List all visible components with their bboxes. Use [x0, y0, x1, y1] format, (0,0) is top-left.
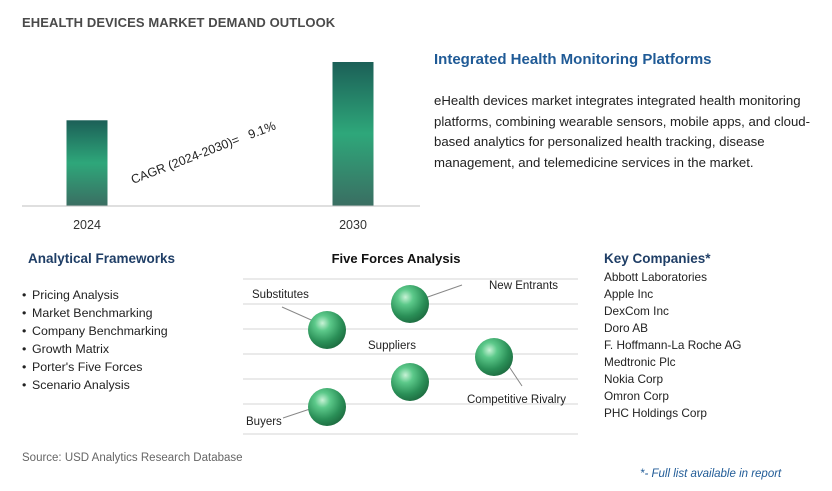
list-item: Apple Inc: [604, 287, 654, 301]
force-sphere-new-entrants: [391, 285, 429, 323]
list-item: Pricing Analysis: [22, 287, 168, 305]
five-forces-diagram: Substitutes New Entrants Suppliers Compe…: [243, 278, 578, 435]
force-label-competitive-rivalry: Competitive Rivalry: [467, 394, 566, 406]
page-title: EHEALTH DEVICES MARKET DEMAND OUTLOOK: [22, 15, 336, 30]
list-item: DexCom Inc: [604, 304, 669, 318]
list-item: Nokia Corp: [604, 372, 664, 386]
list-item: Market Benchmarking: [22, 305, 168, 323]
force-label-buyers: Buyers: [246, 416, 282, 428]
list-item: Growth Matrix: [22, 341, 168, 359]
market-bar-chart: 2024 2030 CAGR (2024-2030)= 9.1%: [22, 62, 420, 232]
list-item: PHC Holdings Corp: [604, 406, 707, 420]
frameworks-title: Analytical Frameworks: [28, 251, 176, 266]
frameworks-list: Pricing Analysis Market Benchmarking Com…: [22, 287, 168, 394]
highlight-description: eHealth devices market integrates integr…: [434, 93, 811, 170]
list-item: Omron Corp: [604, 389, 669, 403]
force-label-new-entrants: New Entrants: [489, 280, 558, 292]
force-label-substitutes: Substitutes: [252, 289, 309, 301]
full-list-note: *- Full list available in report: [640, 468, 782, 480]
companies-list: Abbott Laboratories Apple Inc DexCom Inc…: [604, 269, 741, 422]
five-forces-title: Five Forces Analysis: [331, 251, 461, 266]
force-label-suppliers: Suppliers: [368, 340, 416, 352]
bar-2024: [66, 120, 108, 206]
force-sphere-buyers: [308, 388, 346, 426]
force-sphere-substitutes: [308, 311, 346, 349]
list-item: Company Benchmarking: [22, 323, 168, 341]
bar-2030: [332, 62, 374, 206]
force-sphere-suppliers: [391, 363, 429, 401]
source-note: Source: USD Analytics Research Database: [22, 452, 243, 464]
list-item: Doro AB: [604, 321, 648, 335]
list-item: Abbott Laboratories: [604, 270, 707, 284]
x-tick-label-2030: 2030: [339, 218, 367, 232]
list-item: Porter's Five Forces: [22, 359, 168, 377]
list-item: F. Hoffmann-La Roche AG: [604, 338, 742, 352]
force-sphere-competitive-rivalry: [475, 338, 513, 376]
companies-title: Key Companies*: [604, 251, 711, 266]
highlight-title: Integrated Health Monitoring Platforms: [434, 51, 712, 68]
list-item: Scenario Analysis: [22, 377, 168, 395]
list-item: Medtronic Plc: [604, 355, 676, 369]
x-tick-label-2024: 2024: [73, 218, 101, 232]
